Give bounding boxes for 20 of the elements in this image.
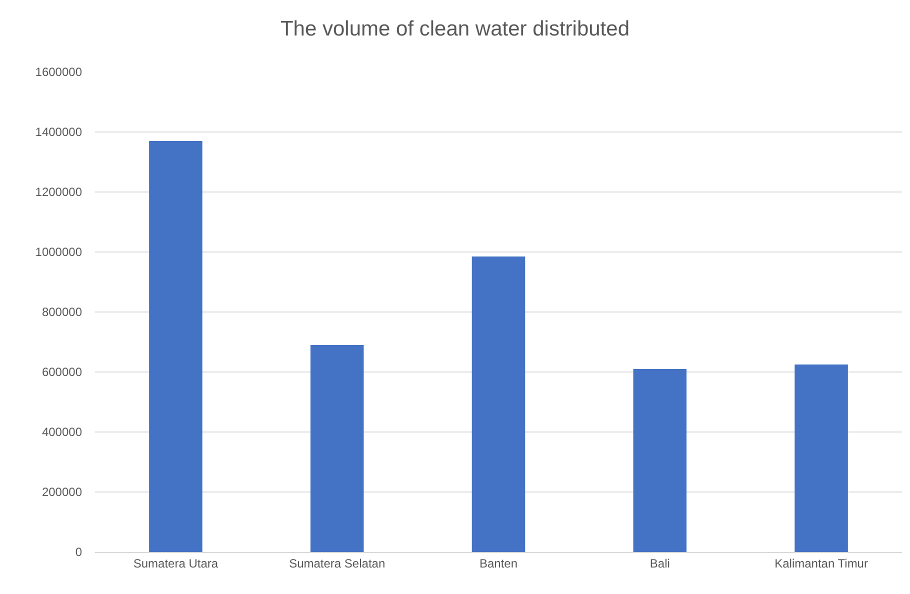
bar: [310, 345, 364, 552]
y-tick-label: 400000: [42, 425, 82, 440]
y-tick-label: 1200000: [35, 185, 82, 200]
y-tick-label: 0: [75, 545, 82, 560]
y-tick-label: 1400000: [35, 125, 82, 140]
y-tick-label: 800000: [42, 305, 82, 320]
chart-title: The volume of clean water distributed: [280, 17, 630, 40]
bar: [472, 256, 526, 552]
x-tick-label: Sumatera Selatan: [289, 556, 386, 570]
x-tick-label: Banten: [479, 556, 518, 570]
y-tick-label: 600000: [42, 365, 82, 380]
y-tick-label: 200000: [42, 485, 82, 500]
bar: [794, 364, 848, 552]
y-tick-label: 1600000: [35, 65, 82, 80]
bar: [149, 141, 202, 552]
y-tick-label: 1000000: [35, 245, 82, 260]
x-tick-label: Kalimantan Timur: [774, 556, 868, 570]
bar: [633, 369, 687, 552]
x-tick-label: Sumatera Utara: [133, 556, 218, 570]
x-tick-label: Bali: [650, 556, 670, 570]
